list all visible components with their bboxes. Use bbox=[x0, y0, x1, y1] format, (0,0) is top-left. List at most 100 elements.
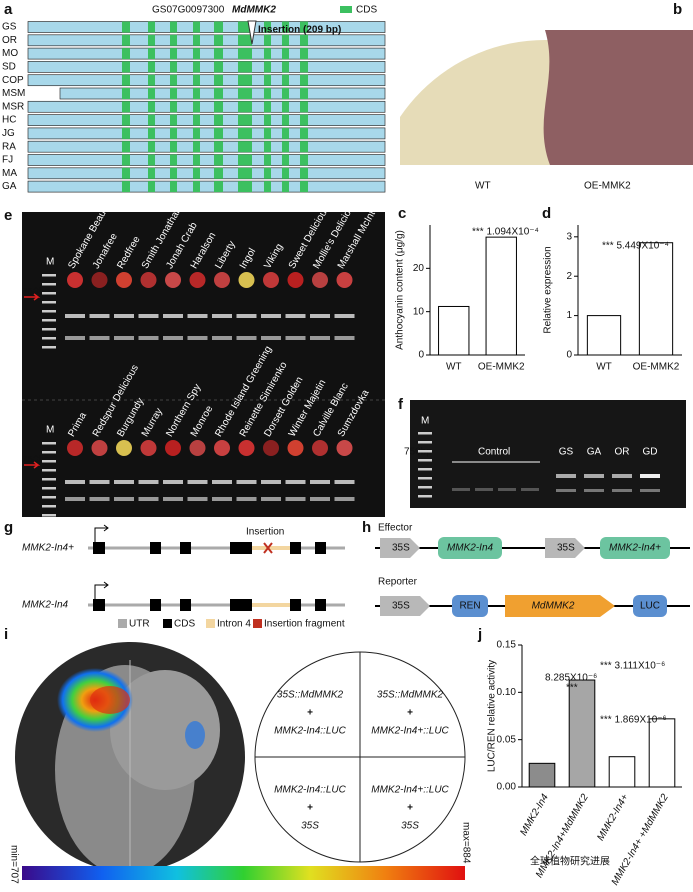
gel-band bbox=[261, 497, 281, 501]
construct-label: 35S::MdMMK2 bbox=[277, 690, 344, 701]
cds-box bbox=[150, 599, 161, 611]
apple bbox=[140, 272, 157, 288]
cds-block bbox=[282, 74, 289, 86]
cds-block bbox=[300, 48, 308, 60]
apple bbox=[263, 440, 279, 456]
accession-label: OR bbox=[2, 35, 17, 46]
gel-band bbox=[640, 489, 660, 492]
lane-label: OR bbox=[615, 447, 630, 458]
cds-block bbox=[300, 181, 308, 193]
cds-block bbox=[122, 114, 130, 126]
gene-bar bbox=[27, 154, 386, 166]
cds-block bbox=[122, 74, 130, 86]
gel-band bbox=[187, 480, 208, 484]
gel-band bbox=[584, 489, 604, 492]
cds-block bbox=[300, 101, 308, 113]
promoter bbox=[380, 596, 430, 616]
accession-label: HC bbox=[2, 115, 16, 126]
cds-block bbox=[238, 21, 252, 33]
cds-block bbox=[282, 48, 289, 60]
legend-swatch bbox=[118, 619, 127, 628]
gel-band bbox=[261, 480, 281, 484]
cds-block bbox=[193, 74, 200, 86]
y-tick-label: 1 bbox=[566, 310, 572, 321]
y-tick-label: 2 bbox=[566, 271, 572, 282]
panel-letter: e bbox=[4, 207, 12, 224]
cds-block bbox=[300, 167, 308, 179]
cds-block bbox=[264, 167, 271, 179]
apple bbox=[140, 440, 157, 456]
cds-block bbox=[148, 181, 155, 193]
y-axis-label: Relative expression bbox=[543, 246, 554, 333]
construct-label: 35S bbox=[401, 821, 419, 832]
construct-label: + bbox=[407, 803, 413, 814]
cds-block bbox=[264, 114, 271, 126]
gene-box bbox=[438, 537, 502, 559]
lane-label: GD bbox=[643, 447, 658, 458]
cds-box bbox=[315, 542, 326, 554]
cds-block bbox=[214, 141, 223, 153]
bar bbox=[638, 242, 674, 356]
gene-name: MdMMK2 bbox=[232, 5, 276, 16]
ladder-band bbox=[42, 319, 56, 322]
gel-band bbox=[285, 497, 306, 501]
cds-block bbox=[148, 88, 155, 99]
cds-block bbox=[264, 34, 271, 46]
cds-block bbox=[282, 88, 289, 99]
legend-swatch bbox=[163, 619, 172, 628]
legend-swatch bbox=[253, 619, 262, 628]
apple bbox=[336, 440, 353, 456]
cds-block bbox=[193, 21, 200, 33]
ladder-band bbox=[42, 292, 56, 295]
gel bbox=[22, 212, 385, 517]
cds-block bbox=[238, 34, 252, 46]
cds-box bbox=[93, 542, 105, 554]
promoter bbox=[545, 538, 585, 558]
apple bbox=[189, 272, 206, 288]
gel-band bbox=[334, 480, 355, 484]
gene-label: LUC bbox=[640, 601, 660, 612]
gel-band bbox=[612, 474, 632, 478]
cds-block bbox=[282, 114, 289, 126]
significance-label: *** 1.094X10⁻⁴ bbox=[472, 227, 539, 238]
cds-block bbox=[282, 127, 289, 139]
gene-bar bbox=[27, 74, 386, 87]
panel-letter: d bbox=[542, 205, 551, 222]
ladder-band bbox=[42, 487, 56, 490]
cds-block bbox=[122, 154, 130, 166]
tss-arrow bbox=[94, 524, 109, 548]
cds-block bbox=[193, 88, 200, 99]
fruit-photo bbox=[400, 20, 693, 165]
y-tick-label: 20 bbox=[413, 263, 425, 274]
cds-block bbox=[264, 88, 271, 99]
gel-band bbox=[261, 314, 281, 318]
cds-block bbox=[122, 61, 130, 73]
gene-id: GS07G0097300 bbox=[152, 5, 225, 16]
cds-block bbox=[193, 48, 200, 60]
cds-block bbox=[264, 101, 271, 113]
ladder-band bbox=[418, 495, 432, 498]
cds-block bbox=[238, 141, 252, 153]
ladder-band bbox=[42, 274, 56, 277]
bar bbox=[568, 679, 596, 788]
cds-box bbox=[180, 599, 191, 611]
lane-label: GS bbox=[559, 447, 574, 458]
bar bbox=[608, 756, 636, 788]
cds-block bbox=[148, 21, 155, 33]
y-tick-label: 3 bbox=[566, 231, 572, 242]
gel-band bbox=[114, 314, 134, 318]
x-tick-label: OE-MMK2 bbox=[633, 362, 680, 373]
ladder-band bbox=[418, 450, 432, 453]
insertion-label: Insertion (209 bp) bbox=[258, 25, 341, 36]
cds-block bbox=[148, 101, 155, 113]
cds-block bbox=[238, 48, 252, 60]
gene-arrow bbox=[505, 595, 615, 617]
apple bbox=[165, 272, 181, 288]
tss-arrow bbox=[94, 581, 109, 605]
construct-label: + bbox=[307, 803, 313, 814]
legend-label: CDS bbox=[174, 619, 195, 630]
apple bbox=[336, 272, 353, 288]
cds-block bbox=[264, 181, 271, 193]
gel-band bbox=[65, 497, 85, 501]
cds-block bbox=[148, 61, 155, 73]
